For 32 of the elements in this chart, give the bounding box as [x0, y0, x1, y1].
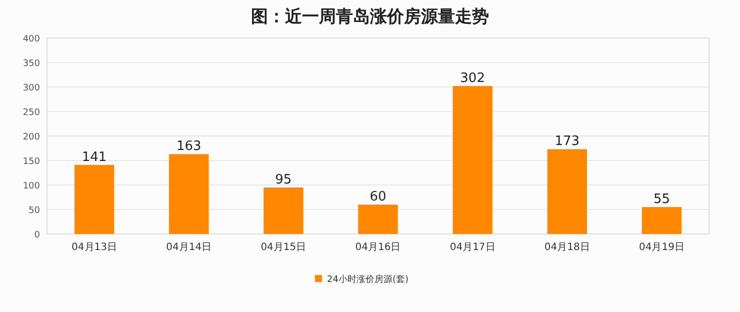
bar	[74, 164, 114, 234]
y-tick-label: 50	[28, 206, 40, 216]
x-tick-label: 04月17日	[450, 242, 496, 253]
bar	[264, 187, 304, 234]
x-tick-label: 04月14日	[166, 242, 212, 253]
data-label: 173	[554, 134, 580, 150]
y-tick-label: 0	[34, 230, 40, 240]
legend-label: 24小时涨价房源(套)	[327, 274, 408, 285]
y-tick-label: 300	[22, 84, 40, 94]
y-tick-label: 150	[22, 157, 40, 167]
data-label: 163	[176, 139, 202, 154]
data-label: 55	[653, 192, 670, 208]
y-tick-label: 200	[22, 132, 40, 142]
chart-title: 图：近一周青岛涨价房源量走势	[251, 7, 489, 27]
bar	[452, 86, 492, 234]
x-tick-label: 04月16日	[355, 242, 401, 253]
y-tick-label: 250	[22, 108, 40, 118]
data-label: 60	[370, 190, 386, 205]
y-tick-label: 350	[22, 59, 40, 69]
bar	[358, 204, 398, 234]
bar	[168, 154, 209, 234]
bar	[642, 207, 682, 234]
y-tick-label: 400	[22, 34, 40, 44]
data-label: 141	[82, 150, 107, 165]
x-tick-label: 04月18日	[544, 242, 590, 253]
x-tick-label: 04月13日	[72, 242, 118, 253]
x-tick-label: 04月19日	[638, 242, 684, 253]
bar	[547, 149, 588, 234]
x-tick-label: 04月15日	[260, 242, 306, 253]
y-tick-label: 100	[22, 182, 40, 192]
data-label: 302	[460, 71, 485, 86]
data-label: 95	[275, 172, 292, 188]
